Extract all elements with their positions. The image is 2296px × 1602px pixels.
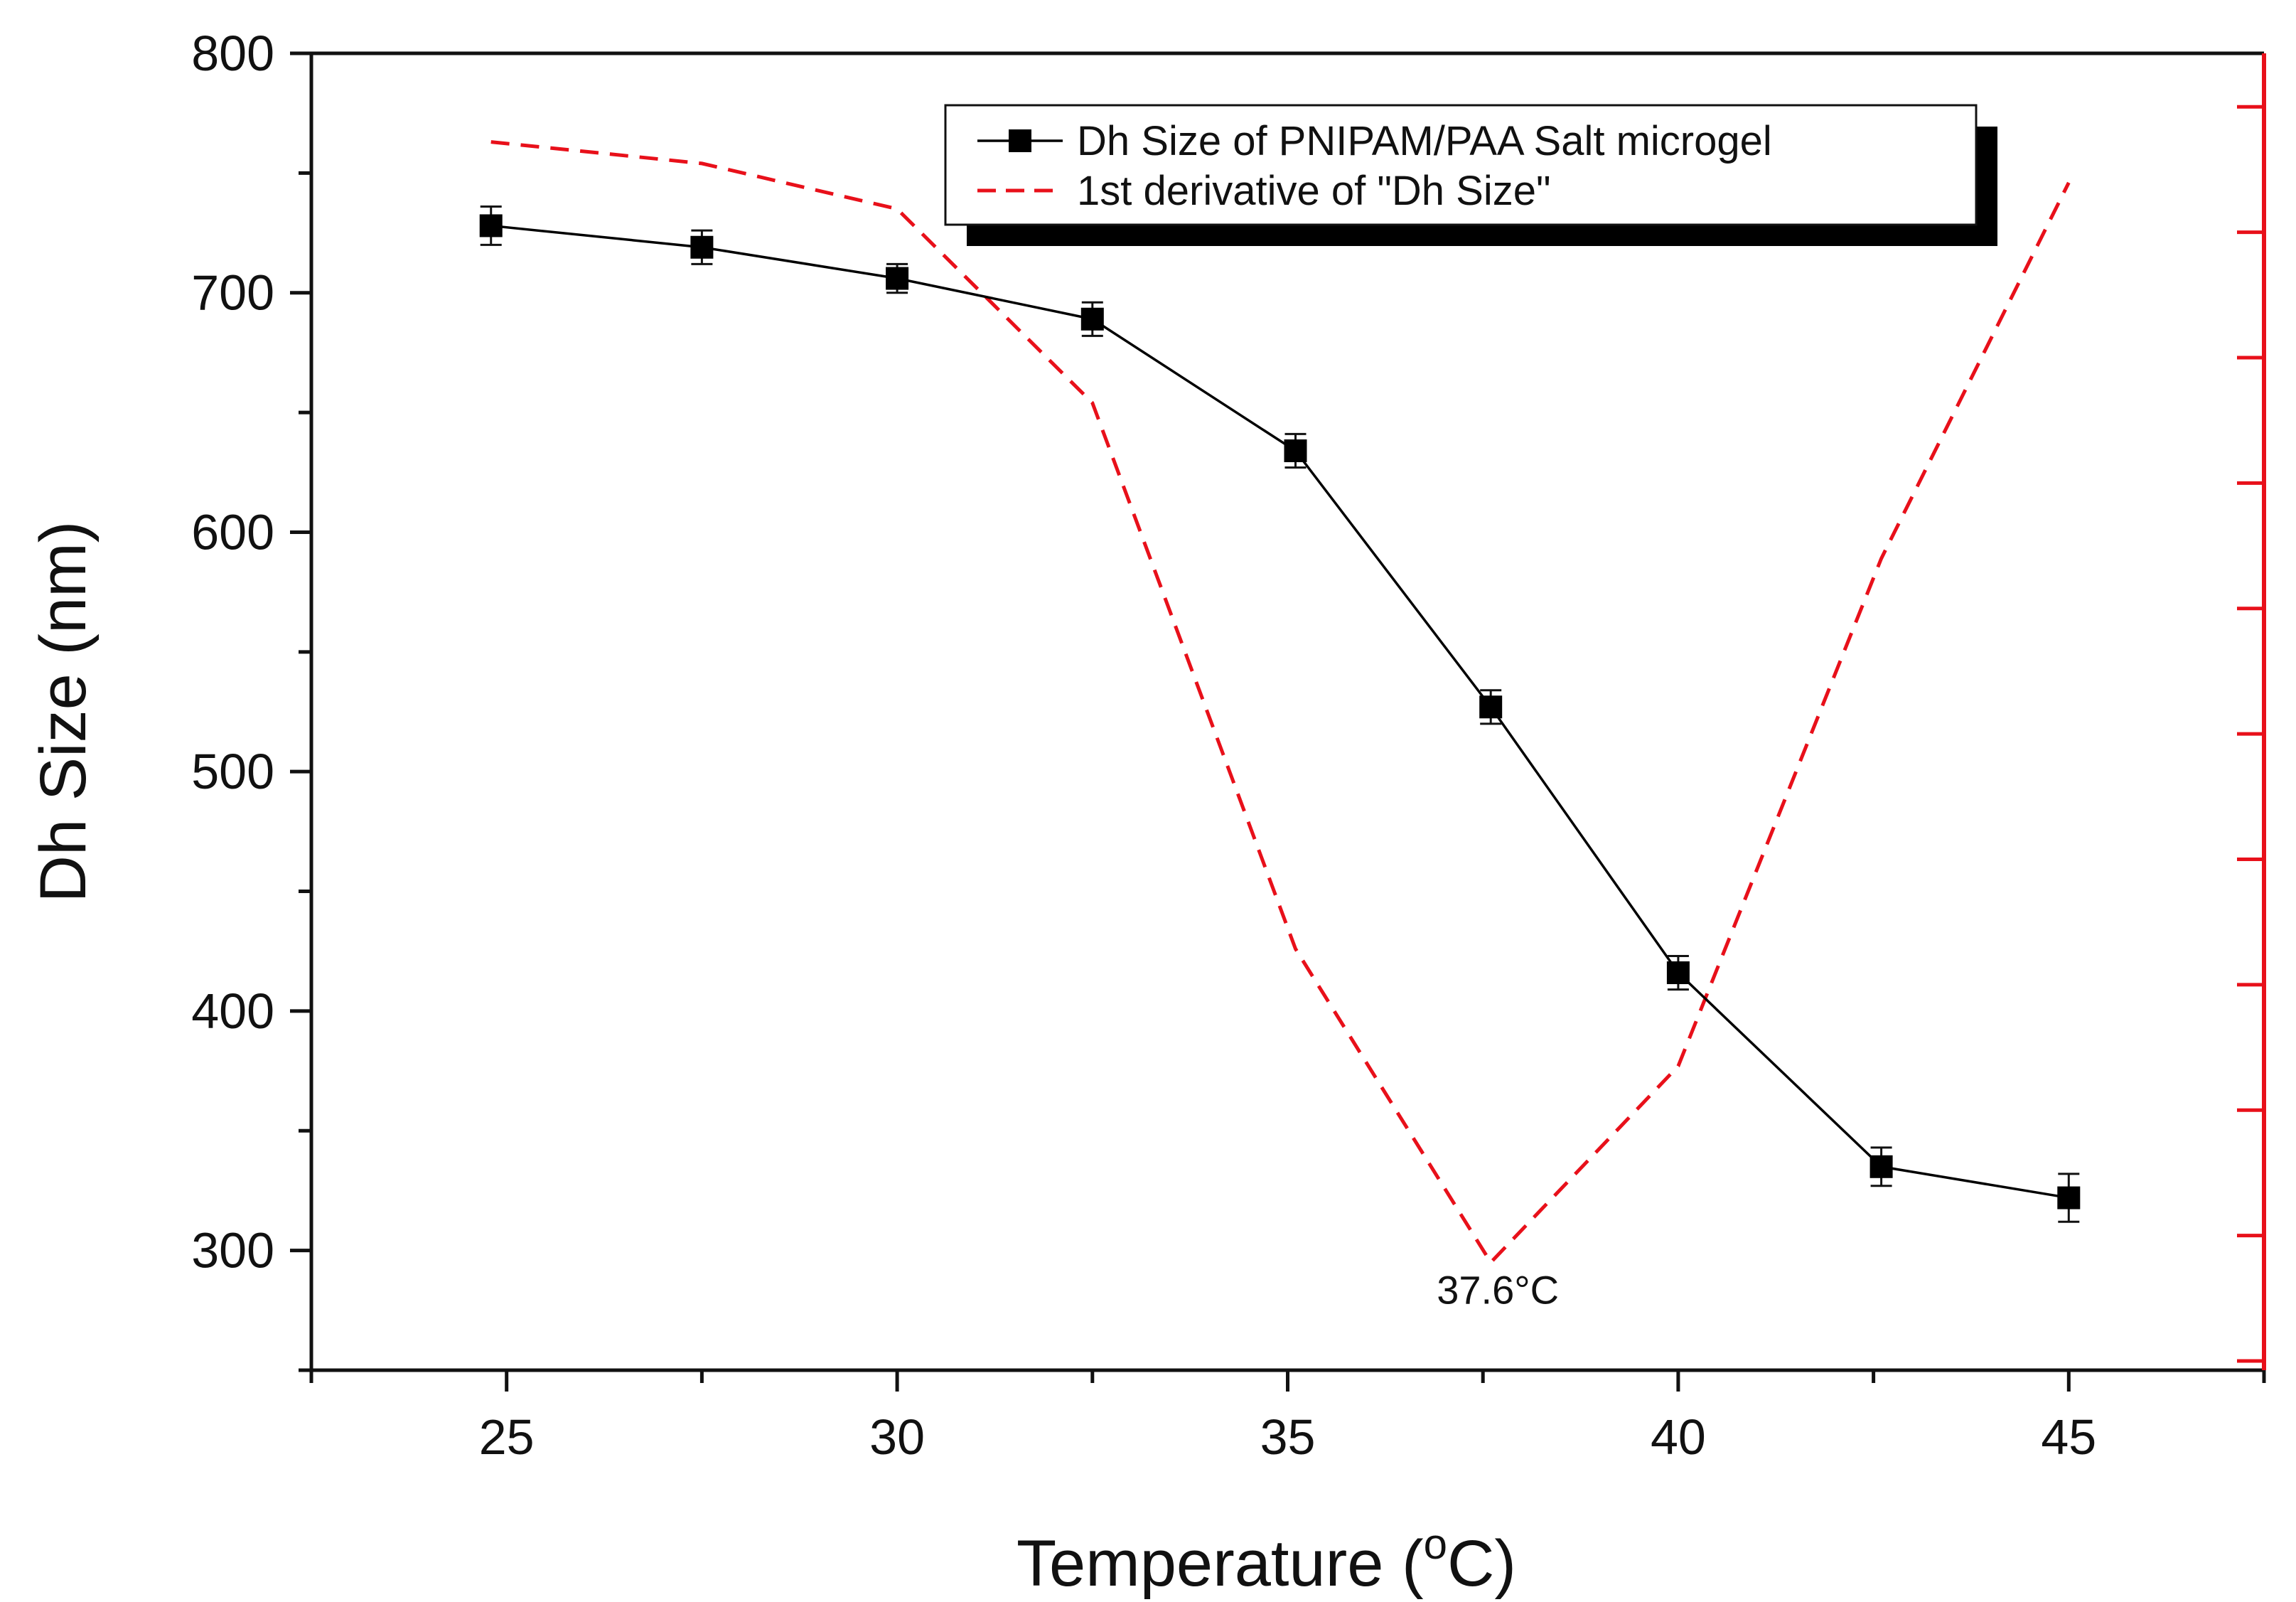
data-point-marker — [1479, 695, 1503, 719]
y-tick-label: 400 — [191, 983, 274, 1039]
annotations: 37.6°C — [1437, 1267, 1559, 1312]
series-layer — [479, 140, 2081, 1266]
data-point-marker — [1666, 961, 1690, 985]
series-derivative-line — [490, 140, 2071, 1266]
data-point-marker — [1080, 307, 1104, 331]
data-point-marker — [1869, 1155, 1893, 1178]
legend-box — [944, 104, 1978, 226]
axes: 25 30 35 40 45 300 400 500 600 700 800 Temperature … — [27, 26, 2266, 1600]
x-axis-title: Temperature (oC) — [1016, 1520, 1516, 1600]
data-point-marker — [690, 235, 714, 259]
data-point-marker — [2057, 1186, 2081, 1209]
x-tick-label: 45 — [2041, 1409, 2096, 1465]
y-tick-label: 500 — [191, 744, 274, 799]
data-point-marker — [1284, 439, 1307, 462]
series-dh-size-line — [490, 224, 2069, 1200]
y-tick-label: 300 — [191, 1223, 274, 1278]
x-tick-label: 40 — [1651, 1409, 1706, 1465]
x-tick-label: 35 — [1260, 1409, 1316, 1465]
x-tick-label: 25 — [479, 1409, 535, 1465]
y-axis-title: Dh Size (nm) — [27, 521, 100, 903]
legend-label: Dh Size of PNIPAM/PAA Salt microgel — [1077, 118, 1772, 164]
legend-label: 1st derivative of "Dh Size" — [1077, 168, 1551, 214]
min-annotation: 37.6°C — [1437, 1267, 1559, 1312]
y-tick-label: 700 — [191, 265, 274, 321]
y-tick-label: 600 — [191, 504, 274, 560]
legend-swatch-marker — [1009, 129, 1031, 152]
x-tick-label: 30 — [869, 1409, 925, 1465]
data-point-marker — [479, 214, 503, 237]
y-tick-label: 800 — [191, 26, 274, 81]
data-point-marker — [886, 267, 909, 290]
